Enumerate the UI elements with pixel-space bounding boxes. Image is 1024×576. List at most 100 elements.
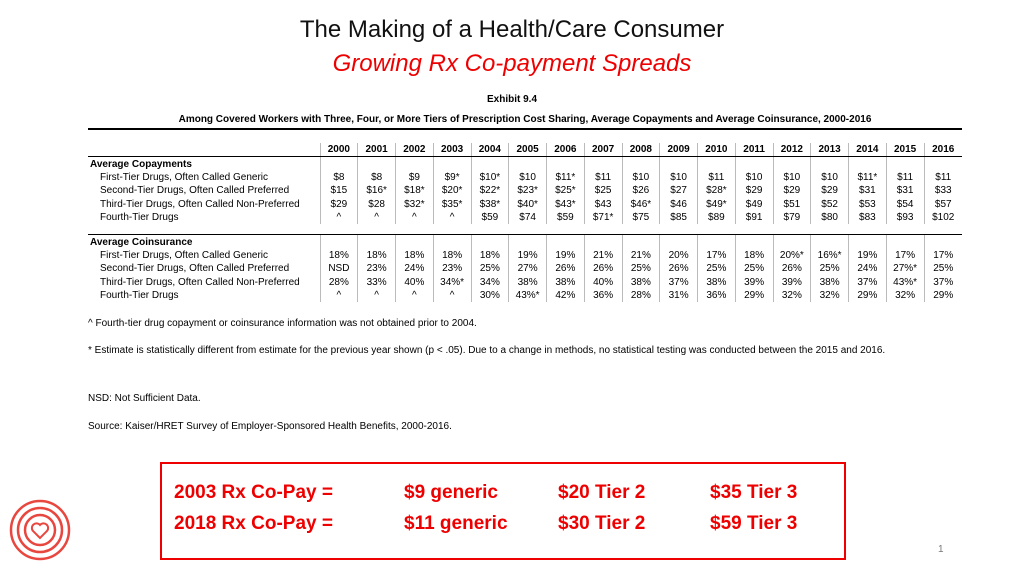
value-cell: $10 [508, 170, 547, 185]
empty-cell [319, 156, 358, 171]
value-cell: 18% [319, 248, 358, 263]
empty-cell [848, 234, 887, 249]
value-cell: 29% [848, 288, 887, 303]
empty-cell [508, 234, 547, 249]
callout-text: $35 Tier 3 [710, 482, 798, 503]
value-cell: $25* [546, 184, 585, 198]
empty-cell [659, 234, 698, 249]
data-row: Third-Tier Drugs, Often Called Non-Prefe… [88, 197, 962, 211]
value-cell: $29 [734, 184, 773, 198]
empty-cell [508, 156, 547, 171]
value-cell: $33 [923, 184, 962, 198]
year-header: 2006 [546, 143, 585, 158]
value-cell: $10 [659, 170, 698, 185]
value-cell: $91 [734, 210, 773, 225]
value-cell: 32% [810, 288, 849, 303]
value-cell: $54 [885, 197, 924, 211]
value-cell: $40* [508, 197, 547, 211]
value-cell: $83 [848, 210, 887, 225]
section-label: Average Copayments [90, 158, 192, 170]
empty-cell [923, 156, 962, 171]
year-header: 2015 [885, 143, 924, 158]
value-cell: $10 [621, 170, 660, 185]
value-cell: $29 [319, 197, 358, 211]
callout-text: $11 generic [404, 513, 508, 534]
value-cell: $59 [470, 210, 509, 225]
data-row: First-Tier Drugs, Often Called Generic $8… [88, 170, 962, 185]
value-cell: ^ [395, 288, 434, 303]
value-cell: $71* [583, 210, 622, 225]
empty-cell [432, 234, 471, 249]
value-cell: $15 [319, 184, 358, 198]
value-cell: 25% [810, 262, 849, 276]
year-header: 2004 [470, 143, 509, 158]
value-cell: 18% [357, 248, 396, 263]
slide-number: 1 [938, 544, 944, 555]
value-cell: ^ [395, 210, 434, 225]
value-cell: $23* [508, 184, 547, 198]
spacer-cell [88, 224, 962, 235]
value-cell: $22* [470, 184, 509, 198]
footnote: NSD: Not Sufficient Data. [88, 393, 201, 404]
empty-cell [810, 156, 849, 171]
value-cell: $46* [621, 197, 660, 211]
row-label: Second-Tier Drugs, Often Called Preferre… [100, 185, 290, 197]
value-cell: 40% [395, 275, 434, 289]
value-cell: 29% [923, 288, 962, 303]
value-cell: $9 [395, 170, 434, 185]
value-cell: $10* [470, 170, 509, 185]
value-cell: $49* [697, 197, 736, 211]
empty-cell [583, 156, 622, 171]
empty-cell [546, 234, 585, 249]
year-header: 2011 [734, 143, 773, 158]
heart-logo [9, 499, 71, 561]
value-cell: $8 [357, 170, 396, 185]
value-cell: $89 [697, 210, 736, 225]
data-row: Second-Tier Drugs, Often Called Preferre… [88, 262, 962, 276]
row-label: Second-Tier Drugs, Often Called Preferre… [100, 263, 290, 275]
value-cell: $80 [810, 210, 849, 225]
data-row: Fourth-Tier Drugs ^ ^ ^ ^ $59 $74 $59 $71* $75 $85… [88, 210, 962, 225]
value-cell: $49 [734, 197, 773, 211]
value-cell: 23% [357, 262, 396, 276]
value-cell: $43 [583, 197, 622, 211]
value-cell: 38% [508, 275, 547, 289]
value-cell: 40% [583, 275, 622, 289]
value-cell: 37% [923, 275, 962, 289]
value-cell: 43%* [508, 288, 547, 303]
value-cell: 37% [659, 275, 698, 289]
value-cell: 27% [508, 262, 547, 276]
value-cell: 36% [697, 288, 736, 303]
empty-cell [357, 156, 396, 171]
value-cell: $29 [810, 184, 849, 198]
spacer-row [88, 224, 962, 235]
value-cell: $85 [659, 210, 698, 225]
value-cell: 19% [508, 248, 547, 263]
value-cell: 19% [848, 248, 887, 263]
value-cell: $75 [621, 210, 660, 225]
row-label: Third-Tier Drugs, Often Called Non-Prefe… [100, 198, 300, 210]
callout-text: $9 generic [404, 482, 498, 503]
empty-cell [659, 156, 698, 171]
empty-cell [470, 234, 509, 249]
row-label: First-Tier Drugs, Often Called Generic [100, 249, 269, 261]
section-label: Average Coinsurance [88, 234, 320, 249]
value-cell: ^ [357, 288, 396, 303]
empty-cell [546, 156, 585, 171]
value-cell: $53 [848, 197, 887, 211]
year-header: 2009 [659, 143, 698, 158]
value-cell: $9* [432, 170, 471, 185]
year-header: 2003 [432, 143, 471, 158]
value-cell: $20* [432, 184, 471, 198]
value-cell: 38% [697, 275, 736, 289]
callout-text: $30 Tier 2 [558, 513, 646, 534]
empty-cell [697, 234, 736, 249]
row-label: Fourth-Tier Drugs [100, 290, 179, 302]
value-cell: $31 [848, 184, 887, 198]
empty-cell [621, 234, 660, 249]
year-header: 2013 [810, 143, 849, 158]
value-cell: $11* [848, 170, 887, 185]
callout-text: 2018 Rx Co-Pay = [174, 513, 333, 534]
year-header: 2016 [923, 143, 962, 158]
data-row: Third-Tier Drugs, Often Called Non-Prefe… [88, 275, 962, 289]
